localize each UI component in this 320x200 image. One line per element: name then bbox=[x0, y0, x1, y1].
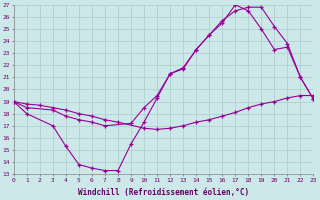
X-axis label: Windchill (Refroidissement éolien,°C): Windchill (Refroidissement éolien,°C) bbox=[78, 188, 249, 197]
